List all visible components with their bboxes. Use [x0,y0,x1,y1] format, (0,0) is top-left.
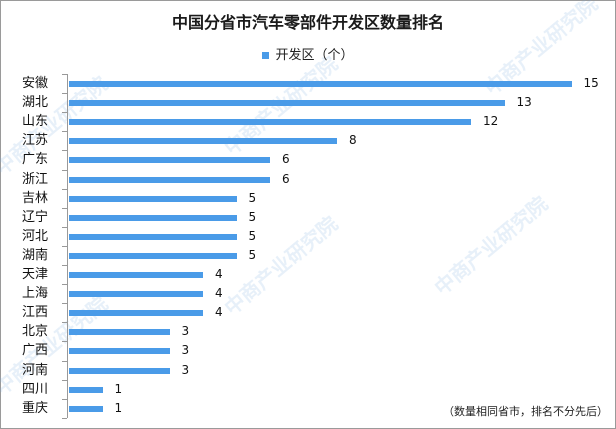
data-label: 6 [282,172,290,186]
chart-title: 中国分省市汽车零部件开发区数量排名 [171,13,444,32]
bar [69,387,103,393]
y-tick [62,170,67,171]
category-label: 上海 [22,286,49,301]
y-tick [62,341,67,342]
bar-row: 广东 6 [0,150,616,169]
data-label: 12 [483,114,499,128]
bar [69,177,270,183]
bar [69,157,270,163]
category-label: 湖北 [22,95,49,110]
data-label: 3 [181,343,190,357]
bar [69,119,471,125]
y-tick [62,74,67,75]
data-label: 6 [282,152,290,166]
y-tick [62,112,67,113]
y-tick [62,418,67,419]
footnote: （数量相同省市，排名不分先后） [443,405,608,418]
y-tick [62,284,67,285]
y-tick [62,93,67,94]
data-label: 5 [248,229,257,243]
bar [69,406,103,412]
data-label: 4 [215,267,223,281]
bar [69,215,237,221]
data-label: 8 [349,133,357,147]
bar-row: 北京 3 [0,322,616,341]
bar-row: 天津 4 [0,265,616,284]
bar [69,253,237,259]
y-tick [62,265,67,266]
category-label: 湖南 [22,248,49,263]
data-label: 5 [248,191,257,205]
y-tick [62,361,67,362]
y-tick [62,303,67,304]
y-tick [62,150,67,151]
data-label: 4 [215,286,223,300]
data-label: 1 [114,401,123,415]
bar [69,310,203,316]
data-label: 3 [181,324,190,338]
bar [69,272,203,278]
bar [69,81,572,87]
bar-row: 浙江 6 [0,170,616,189]
bar-row: 湖南 5 [0,246,616,265]
category-label: 天津 [22,267,49,282]
bar [69,234,237,240]
data-label: 5 [248,210,257,224]
bar-row: 安徽 15 [0,74,616,93]
bar [69,138,337,144]
category-label: 山东 [22,114,49,129]
category-label: 辽宁 [22,210,49,225]
bar [69,368,170,374]
y-tick [62,131,67,132]
legend-label: 开发区（个） [275,48,354,63]
legend-swatch [262,52,270,59]
data-label: 5 [248,248,257,262]
bar-row: 河北 5 [0,227,616,246]
bar [69,348,170,354]
bar-row: 四川 1 [0,380,616,399]
category-label: 江西 [22,305,49,320]
data-label: 1 [114,382,123,396]
bar-row: 山东 12 [0,112,616,131]
y-tick [62,246,67,247]
bar [69,100,505,106]
bar-row: 河南 3 [0,361,616,380]
bar-row: 江苏 8 [0,131,616,150]
y-tick [62,227,67,228]
category-label: 安徽 [22,76,49,91]
bar-row: 江西 4 [0,303,616,322]
bar-row: 辽宁 5 [0,208,616,227]
data-label: 13 [516,95,532,109]
bar-row: 上海 4 [0,284,616,303]
y-tick [62,399,67,400]
category-label: 浙江 [22,172,49,187]
y-tick [62,322,67,323]
category-label: 广东 [22,152,49,167]
category-label: 北京 [22,324,49,339]
category-label: 江苏 [22,133,49,148]
data-label: 3 [181,363,190,377]
bar [69,329,170,335]
y-tick [62,189,67,190]
bar [69,196,237,202]
bar-row: 湖北 13 [0,93,616,112]
category-label: 吉林 [22,191,49,206]
y-axis [67,74,68,418]
bar-row: 重庆 1 [0,399,616,418]
y-tick [62,208,67,209]
category-label: 广西 [22,343,49,358]
data-label: 4 [215,305,223,319]
bar-row: 吉林 5 [0,189,616,208]
data-label: 15 [583,76,599,90]
y-tick [62,380,67,381]
category-label: 四川 [22,382,49,397]
bar-row: 广西 3 [0,341,616,360]
category-label: 河南 [22,363,49,378]
category-label: 重庆 [22,401,49,416]
bar [69,291,203,297]
category-label: 河北 [22,229,49,244]
legend: 开发区（个） [0,44,616,63]
